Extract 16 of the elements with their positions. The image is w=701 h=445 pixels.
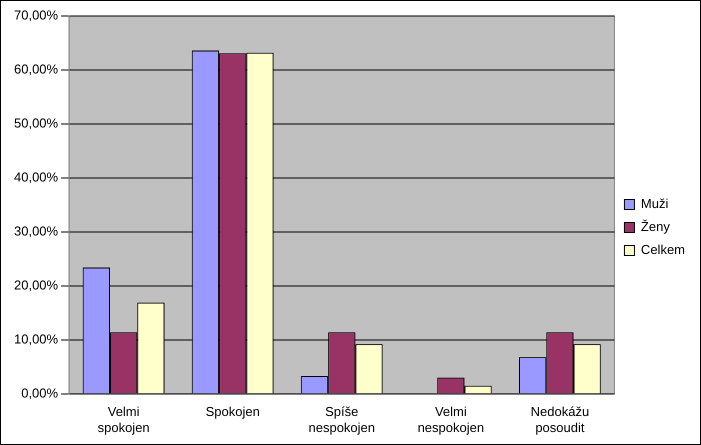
x-tick-label: Spíše nespokojen — [308, 404, 376, 435]
y-tick-label: 20,00% — [14, 277, 59, 292]
x-tick-label: Spokojen — [206, 404, 260, 420]
y-tick-label: 40,00% — [14, 169, 59, 184]
x-tick-label: Velmi spokojen — [98, 404, 150, 435]
y-tick-label: 30,00% — [14, 223, 59, 238]
y-tick-label: 50,00% — [14, 116, 59, 131]
y-tick-label: 70,00% — [14, 8, 59, 23]
y-tick-label: 60,00% — [14, 62, 59, 77]
legend-label: Celkem — [640, 242, 686, 258]
x-tick-label: Nedokážu posoudit — [530, 404, 590, 435]
y-tick-label: 0,00% — [21, 385, 59, 400]
y-tick-label: 10,00% — [14, 331, 59, 346]
legend-label: Muži — [640, 196, 668, 212]
legend-label: Ženy — [640, 219, 670, 234]
x-tick-label: Velmi nespokojen — [418, 404, 484, 435]
